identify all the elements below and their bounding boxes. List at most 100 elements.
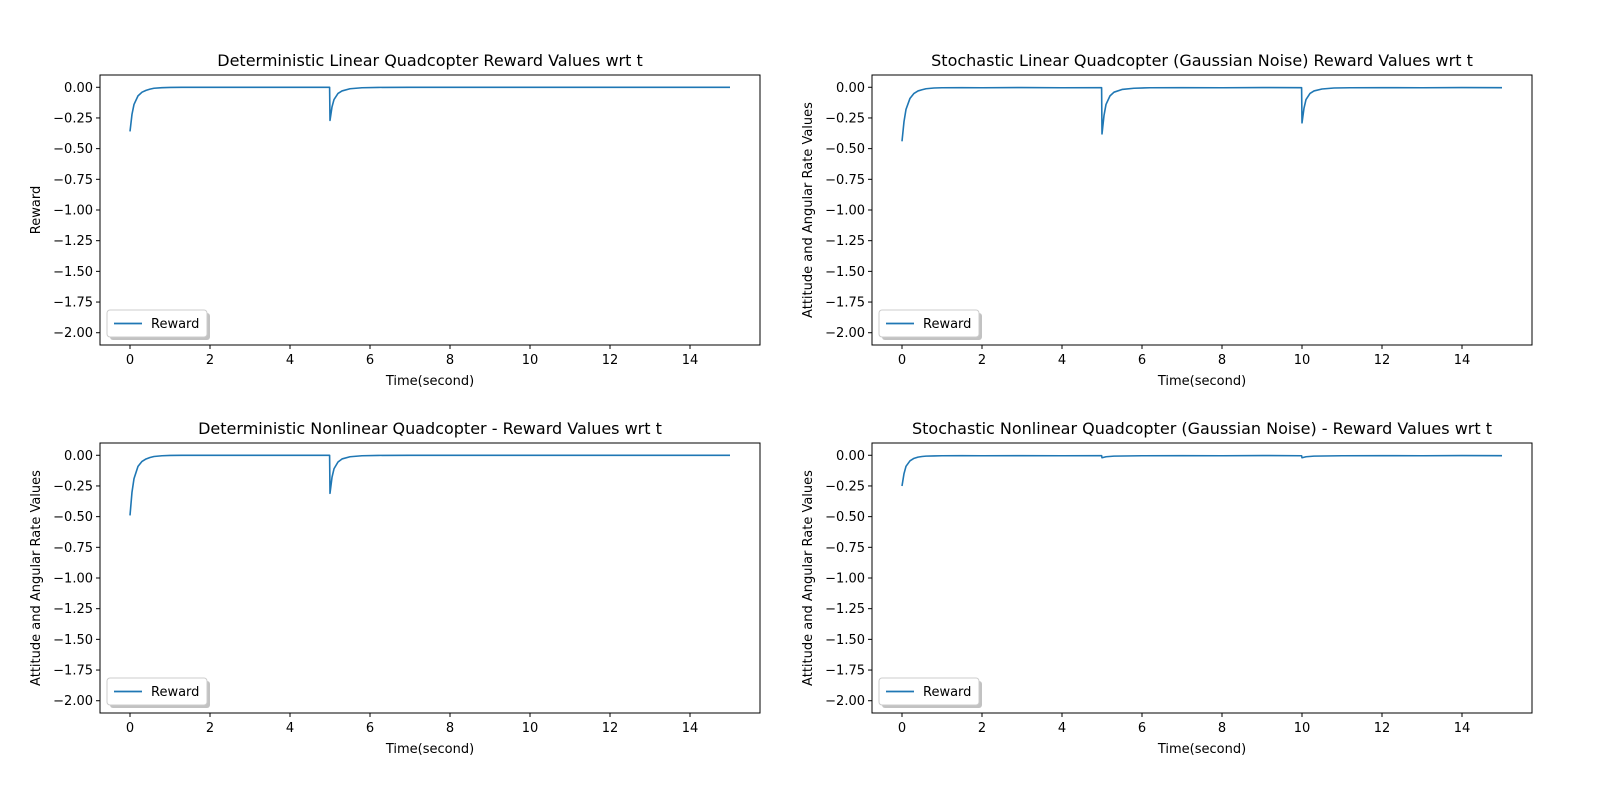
x-tick-label: 10 xyxy=(1294,353,1311,368)
x-tick-label: 2 xyxy=(206,353,214,368)
legend-box xyxy=(878,309,980,338)
y-tick-label: −1.00 xyxy=(53,572,93,587)
x-tick-label: 8 xyxy=(1218,721,1226,736)
x-tick-label: 8 xyxy=(446,353,454,368)
y-tick-label: 0.00 xyxy=(836,81,865,96)
y-tick-label: −1.75 xyxy=(825,664,865,679)
x-tick-label: 12 xyxy=(602,721,619,736)
y-tick-label: −1.00 xyxy=(53,204,93,219)
legend: Reward xyxy=(106,309,210,340)
y-tick-label: 0.00 xyxy=(64,449,93,464)
x-tick-label: 6 xyxy=(366,353,374,368)
y-axis-label: Attitude and Angular Rate Values xyxy=(801,102,816,318)
y-tick-label: −0.50 xyxy=(53,510,93,525)
y-tick-label: −1.00 xyxy=(825,572,865,587)
x-tick-label: 0 xyxy=(898,353,906,368)
x-tick-label: 2 xyxy=(978,721,986,736)
series-line-reward xyxy=(129,454,730,516)
y-tick-label: −0.25 xyxy=(53,479,93,494)
x-tick-label: 0 xyxy=(126,353,134,368)
x-tick-label: 2 xyxy=(978,353,986,368)
chart-title: Deterministic Linear Quadcopter Reward V… xyxy=(217,51,643,70)
y-tick-label: −0.25 xyxy=(53,111,93,126)
legend: Reward xyxy=(106,677,210,708)
y-tick-label: −1.75 xyxy=(53,296,93,311)
x-axis-label: Time(second) xyxy=(385,374,474,389)
legend-label: Reward xyxy=(151,685,199,700)
series-line-reward xyxy=(901,454,1503,487)
series-line-reward xyxy=(129,86,730,132)
subplot-1: 0 2 4 6 8 10 12 14 0.00 −0.25 −0.50 −0.75 −1.00 −1.25… xyxy=(29,51,761,389)
x-tick-label: 12 xyxy=(1374,353,1391,368)
plot-area xyxy=(871,74,1533,346)
x-tick-label: 10 xyxy=(1294,721,1311,736)
y-tick-label: −2.00 xyxy=(53,326,93,341)
x-tick-label: 4 xyxy=(1058,721,1066,736)
y-tick-label: −0.75 xyxy=(825,173,865,188)
subplot-3: 0 2 4 6 8 10 12 14 0.00 −0.25 −0.50 −0.75 −1.00 −1.25… xyxy=(29,419,761,757)
y-tick-label: −0.75 xyxy=(825,541,865,556)
x-tick-label: 6 xyxy=(366,721,374,736)
y-tick-label: −0.75 xyxy=(53,173,93,188)
plot-area xyxy=(99,74,761,346)
chart-title: Stochastic Nonlinear Quadcopter (Gaussia… xyxy=(912,419,1492,438)
x-tick-label: 12 xyxy=(602,353,619,368)
y-tick-label: −1.75 xyxy=(53,664,93,679)
legend-box xyxy=(878,677,980,706)
y-tick-label: −1.25 xyxy=(53,234,93,249)
x-tick-label: 10 xyxy=(522,721,539,736)
x-tick-label: 4 xyxy=(286,353,294,368)
x-tick-label: 14 xyxy=(1454,721,1471,736)
y-tick-label: −0.50 xyxy=(53,142,93,157)
legend-label: Reward xyxy=(151,317,199,332)
y-tick-label: 0.00 xyxy=(836,449,865,464)
x-tick-label: 4 xyxy=(286,721,294,736)
y-tick-label: −1.50 xyxy=(825,633,865,648)
x-tick-label: 2 xyxy=(206,721,214,736)
x-tick-label: 6 xyxy=(1138,353,1146,368)
y-axis-label: Attitude and Angular Rate Values xyxy=(29,470,44,686)
y-tick-label: −0.75 xyxy=(53,541,93,556)
x-axis-label: Time(second) xyxy=(1157,374,1246,389)
y-tick-label: −1.50 xyxy=(53,265,93,280)
y-tick-label: −1.25 xyxy=(825,602,865,617)
y-axis-label: Attitude and Angular Rate Values xyxy=(801,470,816,686)
subplot-4: 0 2 4 6 8 10 12 14 0.00 −0.25 −0.50 −0.75 −1.00 −1.25… xyxy=(801,419,1533,757)
chart-title: Stochastic Linear Quadcopter (Gaussian N… xyxy=(931,51,1473,70)
y-tick-label: 0.00 xyxy=(64,81,93,96)
plot-area xyxy=(99,442,761,714)
subplot-2: 0 2 4 6 8 10 12 14 0.00 −0.25 −0.50 −0.75 −1.00 −1.25… xyxy=(801,51,1533,389)
y-tick-label: −1.25 xyxy=(53,602,93,617)
legend-box xyxy=(106,309,208,338)
plot-area xyxy=(871,442,1533,714)
x-axis-label: Time(second) xyxy=(385,742,474,757)
x-tick-label: 8 xyxy=(446,721,454,736)
x-tick-label: 14 xyxy=(1454,353,1471,368)
y-tick-label: −2.00 xyxy=(825,326,865,341)
legend-label: Reward xyxy=(923,685,971,700)
y-tick-label: −2.00 xyxy=(53,694,93,709)
legend: Reward xyxy=(878,677,982,708)
x-tick-label: 12 xyxy=(1374,721,1391,736)
x-tick-label: 14 xyxy=(682,721,699,736)
y-tick-label: −1.75 xyxy=(825,296,865,311)
x-tick-label: 14 xyxy=(682,353,699,368)
x-tick-label: 4 xyxy=(1058,353,1066,368)
x-tick-label: 8 xyxy=(1218,353,1226,368)
y-tick-label: −1.50 xyxy=(825,265,865,280)
series-line-reward xyxy=(901,86,1503,142)
legend: Reward xyxy=(878,309,982,340)
legend-box xyxy=(106,677,208,706)
y-tick-label: −0.25 xyxy=(825,479,865,494)
y-axis-label: Reward xyxy=(29,186,44,234)
x-tick-label: 0 xyxy=(126,721,134,736)
y-tick-label: −1.50 xyxy=(53,633,93,648)
y-tick-label: −0.25 xyxy=(825,111,865,126)
x-axis-label: Time(second) xyxy=(1157,742,1246,757)
x-tick-label: 10 xyxy=(522,353,539,368)
chart-title: Deterministic Nonlinear Quadcopter - Rew… xyxy=(198,419,662,438)
y-tick-label: −1.25 xyxy=(825,234,865,249)
y-tick-label: −2.00 xyxy=(825,694,865,709)
y-tick-label: −0.50 xyxy=(825,510,865,525)
